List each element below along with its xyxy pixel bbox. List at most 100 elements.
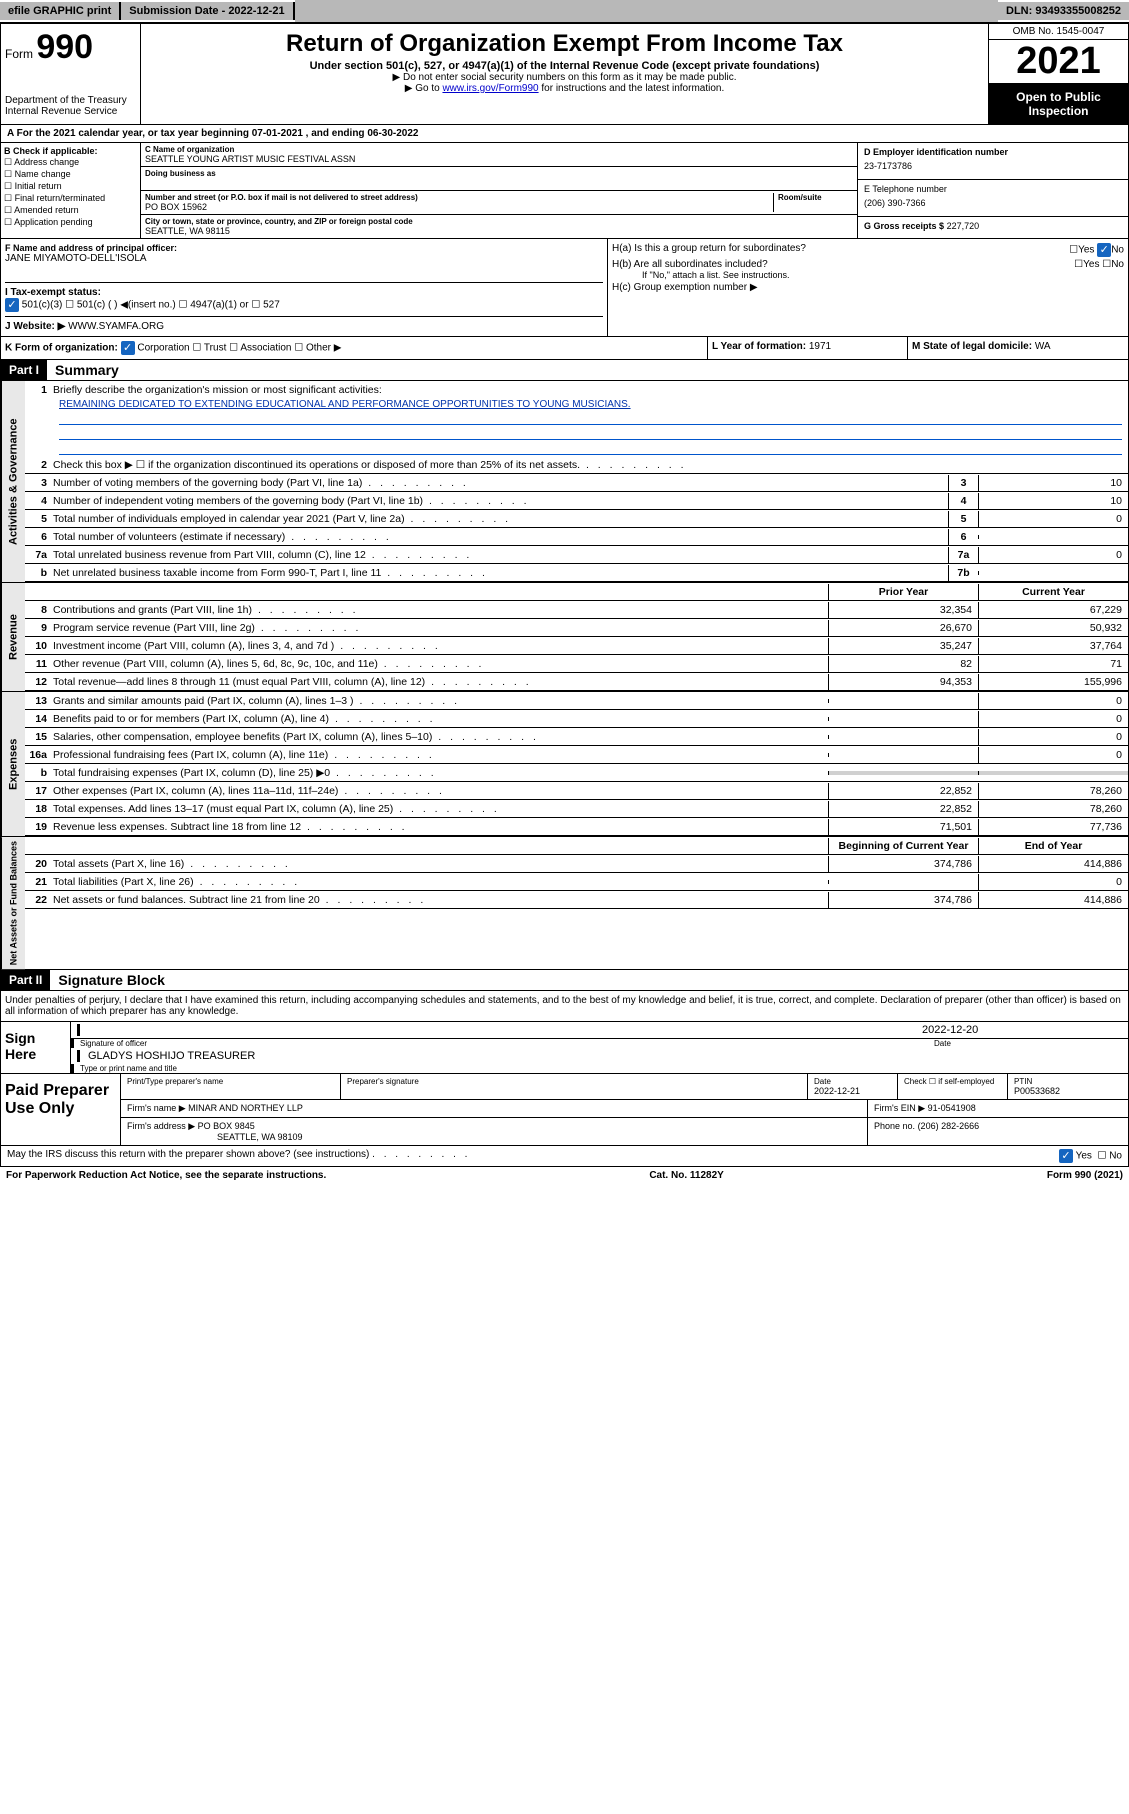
street-cell: Number and street (or P.O. box if mail i…	[141, 191, 857, 215]
ein-value: 23-7173786	[864, 157, 1122, 175]
line-a: A For the 2021 calendar year, or tax yea…	[0, 125, 1129, 143]
exp-line: 17Other expenses (Part IX, column (A), l…	[25, 782, 1128, 800]
current-year-header: Current Year	[978, 584, 1128, 600]
mission-line	[59, 441, 1122, 455]
section-d: D Employer identification number 23-7173…	[858, 143, 1128, 180]
org-name-cell: C Name of organization SEATTLE YOUNG ART…	[141, 143, 857, 167]
discuss-no: No	[1109, 1151, 1122, 1162]
prior-year-header: Prior Year	[828, 584, 978, 600]
form-number: 990	[36, 28, 93, 66]
irs-link[interactable]: www.irs.gov/Form990	[442, 83, 538, 94]
part2-badge: Part II	[1, 970, 50, 990]
gov-section: Activities & Governance 1 Briefly descri…	[0, 381, 1129, 583]
exp-line: 18Total expenses. Add lines 13–17 (must …	[25, 800, 1128, 818]
omb-number: OMB No. 1545-0047	[989, 24, 1128, 40]
gov-line: 4Number of independent voting members of…	[25, 492, 1128, 510]
l1-num: 1	[25, 384, 53, 396]
net-section: Net Assets or Fund Balances Beginning of…	[0, 837, 1129, 970]
exp-line: 14Benefits paid to or for members (Part …	[25, 710, 1128, 728]
rev-vlabel: Revenue	[1, 583, 25, 691]
firm-addr2: SEATTLE, WA 98109	[127, 1132, 861, 1142]
gross-receipts: 227,720	[947, 221, 980, 231]
note2-pre: ▶ Go to	[405, 83, 443, 94]
rev-section: Revenue Prior Year Current Year 8Contrib…	[0, 583, 1129, 692]
discuss-text: May the IRS discuss this return with the…	[7, 1149, 1059, 1163]
gov-line: 3Number of voting members of the governi…	[25, 474, 1128, 492]
city-label: City or town, state or province, country…	[145, 217, 853, 226]
tax-year: 2021	[989, 40, 1128, 84]
check-name[interactable]: ☐ Name change	[4, 169, 137, 180]
section-b: B Check if applicable: ☐ Address change …	[1, 143, 141, 238]
gov-line: 2Check this box ▶ ☐ if the organization …	[25, 456, 1128, 474]
prep-name-label: Print/Type preparer's name	[127, 1077, 334, 1086]
phone-value: (206) 390-7366	[864, 194, 1122, 212]
i-opts: 501(c)(3) ☐ 501(c) ( ) ◀(insert no.) ☐ 4…	[22, 300, 280, 311]
check-pending[interactable]: ☐ Application pending	[4, 217, 137, 228]
begin-year-header: Beginning of Current Year	[828, 838, 978, 854]
ptin-value: P00533682	[1014, 1086, 1122, 1096]
form-header: Form 990 Department of the Treasury Inte…	[0, 23, 1129, 125]
self-employed-check[interactable]: Check ☐ if self-employed	[898, 1074, 1008, 1099]
j-label: J Website: ▶	[5, 321, 65, 332]
section-h: H(a) Is this a group return for subordin…	[608, 239, 1128, 336]
header-right: OMB No. 1545-0047 2021 Open to Public In…	[988, 24, 1128, 124]
check-amended[interactable]: ☐ Amended return	[4, 205, 137, 216]
i-label: I Tax-exempt status:	[5, 287, 101, 298]
sign-date: 2022-12-20	[922, 1024, 1122, 1036]
irs-discuss-row: May the IRS discuss this return with the…	[0, 1146, 1129, 1167]
firm-addr-label: Firm's address ▶	[127, 1121, 195, 1131]
header-left: Form 990 Department of the Treasury Inte…	[1, 24, 141, 124]
gov-line: bNet unrelated business taxable income f…	[25, 564, 1128, 582]
c-name-label: C Name of organization	[145, 145, 853, 154]
m-state: WA	[1035, 341, 1051, 352]
prep-phone: (206) 282-2666	[918, 1121, 980, 1131]
b-label: B Check if applicable:	[4, 146, 137, 156]
prep-date-label: Date	[814, 1077, 891, 1086]
rev-line: 11Other revenue (Part VIII, column (A), …	[25, 655, 1128, 673]
street-value: PO BOX 15962	[145, 202, 773, 212]
check-initial[interactable]: ☐ Initial return	[4, 181, 137, 192]
g-label: G Gross receipts $	[864, 221, 944, 231]
declaration: Under penalties of perjury, I declare th…	[0, 991, 1129, 1022]
gov-line: 5Total number of individuals employed in…	[25, 510, 1128, 528]
m-label: M State of legal domicile:	[912, 341, 1032, 352]
topbar-spacer	[295, 0, 998, 22]
exp-line: 15Salaries, other compensation, employee…	[25, 728, 1128, 746]
gov-line: 6Total number of volunteers (estimate if…	[25, 528, 1128, 546]
exp-line: 19Revenue less expenses. Subtract line 1…	[25, 818, 1128, 836]
prep-date: 2022-12-21	[814, 1086, 891, 1096]
k-opts: Corporation ☐ Trust ☐ Association ☐ Othe…	[137, 343, 341, 354]
exp-line: 16aProfessional fundraising fees (Part I…	[25, 746, 1128, 764]
firm-name: MINAR AND NORTHEY LLP	[188, 1103, 303, 1113]
gov-line: 7aTotal unrelated business revenue from …	[25, 546, 1128, 564]
exp-line: 13Grants and similar amounts paid (Part …	[25, 692, 1128, 710]
mission-text: REMAINING DEDICATED TO EXTENDING EDUCATI…	[59, 399, 1122, 410]
org-name: SEATTLE YOUNG ARTIST MUSIC FESTIVAL ASSN	[145, 154, 853, 164]
header-center: Return of Organization Exempt From Incom…	[141, 24, 988, 124]
inspection-label: Open to Public Inspection	[989, 84, 1128, 124]
check-final[interactable]: ☐ Final return/terminated	[4, 193, 137, 204]
website-url: WWW.SYAMFA.ORG	[68, 321, 164, 332]
hb-label: H(b) Are all subordinates included?	[612, 259, 768, 270]
dept-treasury: Department of the Treasury	[5, 95, 136, 106]
form-ref: Form 990 (2021)	[1047, 1170, 1123, 1181]
form-prefix: Form	[5, 47, 33, 61]
ha-no-check: ✓	[1097, 243, 1111, 257]
check-address[interactable]: ☐ Address change	[4, 157, 137, 168]
firm-name-label: Firm's name ▶	[127, 1103, 186, 1113]
net-line: 21Total liabilities (Part X, line 26)0	[25, 873, 1128, 891]
net-line: 20Total assets (Part X, line 16)374,7864…	[25, 855, 1128, 873]
l-label: L Year of formation:	[712, 341, 806, 352]
sign-here-row: Sign Here 2022-12-20 Signature of office…	[0, 1022, 1129, 1074]
part2-header-row: Part II Signature Block	[0, 970, 1129, 991]
firm-ein: 91-0541908	[928, 1103, 976, 1113]
section-deg: D Employer identification number 23-7173…	[858, 143, 1128, 238]
irs-label: Internal Revenue Service	[5, 106, 136, 117]
dba-label: Doing business as	[145, 169, 853, 178]
rev-line: 10Investment income (Part VIII, column (…	[25, 637, 1128, 655]
e-label: E Telephone number	[864, 184, 1122, 194]
ha-yes: Yes	[1078, 245, 1094, 256]
sig-officer-label: Signature of officer	[71, 1039, 928, 1048]
discuss-yes-check: ✓	[1059, 1149, 1073, 1163]
note-ssn: ▶ Do not enter social security numbers o…	[145, 72, 984, 83]
